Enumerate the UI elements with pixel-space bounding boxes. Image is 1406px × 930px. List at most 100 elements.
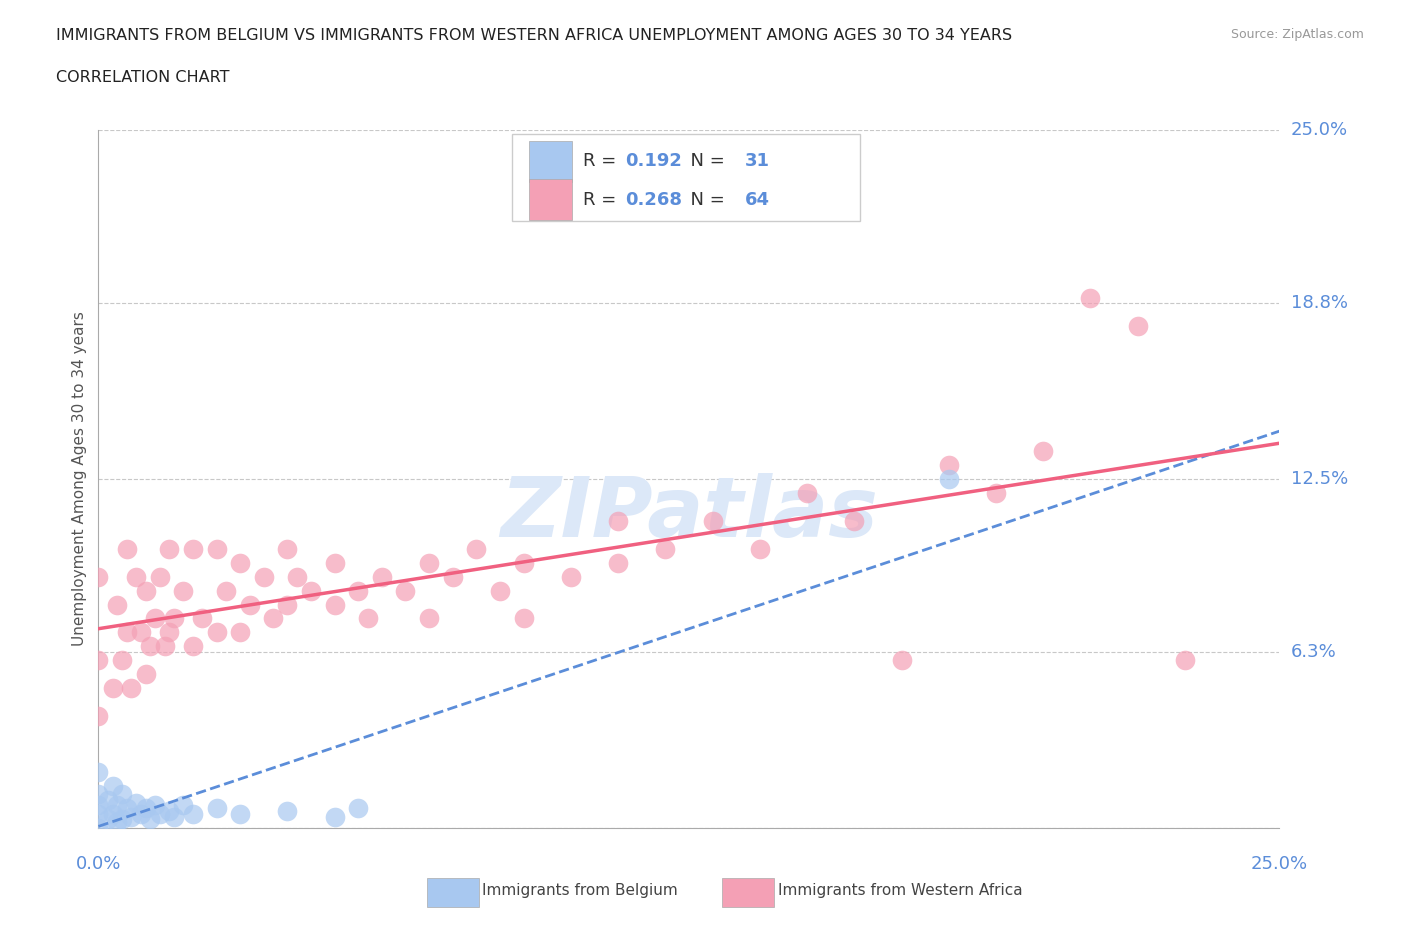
Point	[125, 569, 148, 584]
Point	[111, 653, 134, 668]
Point	[87, 764, 110, 779]
Point	[115, 541, 138, 556]
Point	[702, 513, 724, 528]
Point	[394, 583, 416, 598]
Point	[157, 804, 180, 818]
Text: N =: N =	[679, 191, 731, 208]
Point	[87, 798, 110, 813]
Point	[371, 569, 394, 584]
Point	[205, 541, 228, 556]
Point	[87, 820, 110, 835]
Point	[276, 804, 298, 818]
Text: 18.8%: 18.8%	[1291, 294, 1347, 312]
Point	[149, 806, 172, 821]
Point	[748, 541, 770, 556]
Point	[253, 569, 276, 584]
Text: 0.268: 0.268	[626, 191, 682, 208]
Point	[121, 809, 143, 824]
Text: 25.0%: 25.0%	[1291, 121, 1348, 140]
Text: Immigrants from Belgium: Immigrants from Belgium	[482, 883, 678, 898]
Point	[1032, 444, 1054, 458]
Text: 25.0%: 25.0%	[1251, 856, 1308, 873]
Point	[654, 541, 676, 556]
Text: Immigrants from Western Africa: Immigrants from Western Africa	[778, 883, 1022, 898]
Text: IMMIGRANTS FROM BELGIUM VS IMMIGRANTS FROM WESTERN AFRICA UNEMPLOYMENT AMONG AGE: IMMIGRANTS FROM BELGIUM VS IMMIGRANTS FR…	[56, 28, 1012, 43]
Point	[489, 583, 512, 598]
Point	[87, 653, 110, 668]
Point	[143, 798, 166, 813]
Point	[105, 597, 128, 612]
Point	[139, 639, 162, 654]
Point	[560, 569, 582, 584]
Point	[1126, 318, 1149, 333]
Point	[276, 597, 298, 612]
Point	[181, 541, 204, 556]
Point	[135, 667, 157, 682]
Text: 12.5%: 12.5%	[1291, 470, 1348, 488]
Point	[1080, 290, 1102, 305]
Point	[172, 798, 194, 813]
Point	[135, 801, 157, 816]
Point	[347, 801, 370, 816]
Point	[323, 555, 346, 570]
FancyBboxPatch shape	[427, 878, 478, 908]
Point	[135, 583, 157, 598]
FancyBboxPatch shape	[723, 878, 773, 908]
Point	[121, 681, 143, 696]
Point	[163, 809, 186, 824]
FancyBboxPatch shape	[512, 134, 860, 221]
Text: ZIPatlas: ZIPatlas	[501, 473, 877, 554]
Point	[299, 583, 322, 598]
Point	[357, 611, 380, 626]
Point	[172, 583, 194, 598]
Point	[87, 787, 110, 802]
Point	[87, 569, 110, 584]
Point	[844, 513, 866, 528]
Text: 0.192: 0.192	[626, 153, 682, 170]
Text: R =: R =	[582, 191, 621, 208]
Point	[1174, 653, 1197, 668]
Point	[181, 806, 204, 821]
Text: 0.0%: 0.0%	[76, 856, 121, 873]
Point	[239, 597, 262, 612]
Text: CORRELATION CHART: CORRELATION CHART	[56, 70, 229, 85]
Point	[149, 569, 172, 584]
Point	[87, 806, 110, 821]
Point	[205, 801, 228, 816]
Point	[229, 555, 252, 570]
Point	[418, 555, 440, 570]
Point	[87, 709, 110, 724]
Point	[323, 597, 346, 612]
Text: 64: 64	[744, 191, 769, 208]
Point	[111, 787, 134, 802]
FancyBboxPatch shape	[530, 140, 572, 182]
Point	[418, 611, 440, 626]
Point	[512, 555, 534, 570]
Point	[229, 625, 252, 640]
Point	[157, 625, 180, 640]
Point	[512, 611, 534, 626]
Point	[139, 812, 162, 827]
Point	[143, 611, 166, 626]
Point	[262, 611, 284, 626]
Point	[115, 801, 138, 816]
Point	[465, 541, 488, 556]
Point	[129, 625, 152, 640]
Point	[215, 583, 238, 598]
Point	[111, 812, 134, 827]
Point	[938, 472, 960, 486]
Point	[97, 812, 120, 827]
Text: 6.3%: 6.3%	[1291, 643, 1336, 661]
Point	[153, 639, 176, 654]
Point	[101, 681, 124, 696]
Point	[323, 809, 346, 824]
Point	[101, 806, 124, 821]
Point	[191, 611, 214, 626]
Point	[984, 485, 1007, 500]
Point	[229, 806, 252, 821]
Point	[157, 541, 180, 556]
Text: 31: 31	[744, 153, 769, 170]
Point	[938, 458, 960, 472]
Text: N =: N =	[679, 153, 731, 170]
Point	[115, 625, 138, 640]
